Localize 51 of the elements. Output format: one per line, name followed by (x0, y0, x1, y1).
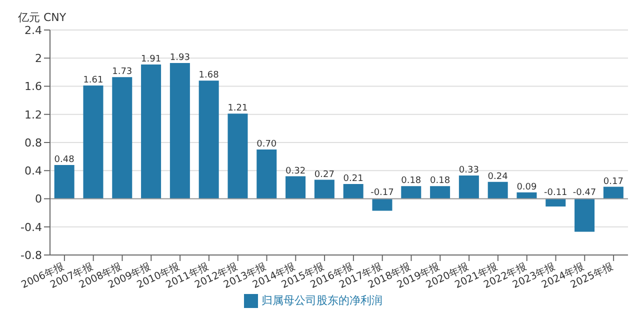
y-tick-label: 2.4 (24, 24, 42, 37)
y-tick-label: 0 (35, 192, 42, 206)
bar (430, 186, 450, 199)
bar (546, 198, 566, 206)
data-label: 0.18 (430, 176, 450, 186)
y-tick-label: 1.2 (24, 108, 42, 122)
bar (83, 86, 104, 199)
bar (401, 186, 422, 199)
bar (256, 150, 277, 199)
bar (228, 114, 248, 199)
data-label: -0.17 (370, 188, 394, 198)
legend-label: 归属母公司股东的净利润 (262, 294, 382, 307)
y-tick-label: -0.8 (20, 248, 42, 262)
bar (516, 192, 537, 199)
bar (488, 182, 508, 199)
data-label: 0.27 (314, 170, 334, 180)
data-label: 0.09 (516, 182, 538, 192)
data-label: 0.48 (54, 155, 75, 165)
data-label: 1.91 (141, 54, 162, 64)
bar (372, 198, 392, 211)
bar (603, 186, 624, 199)
data-label: 1.73 (112, 67, 132, 78)
data-label: 0.33 (458, 166, 479, 176)
data-label: 1.68 (198, 70, 220, 81)
data-label: 0.24 (488, 172, 508, 182)
bar (574, 198, 595, 232)
y-tick-label: -0.4 (20, 220, 42, 234)
y-axis-title: 亿元 CNY (18, 10, 66, 25)
data-label: -0.47 (572, 188, 596, 198)
bar (54, 165, 74, 199)
data-label: 0.32 (286, 166, 306, 176)
data-label: 0.70 (256, 140, 277, 150)
data-label: 1.21 (228, 104, 248, 114)
bar (343, 184, 364, 199)
bar (458, 176, 479, 199)
bar (112, 77, 132, 199)
bar (170, 63, 190, 199)
data-label: 0.18 (401, 176, 422, 186)
bar (286, 176, 306, 199)
data-label: 1.61 (83, 76, 104, 86)
data-label: -0.11 (544, 188, 568, 198)
data-label: 0.17 (603, 176, 624, 187)
bar (141, 64, 162, 199)
data-label: 1.93 (170, 53, 190, 64)
bar (198, 80, 219, 199)
y-tick-label: 1.6 (24, 80, 42, 94)
data-label: 0.21 (343, 174, 364, 184)
y-tick-label: 0.8 (24, 136, 42, 150)
y-tick-label: 0.4 (24, 164, 42, 178)
y-tick-label: 2 (35, 52, 42, 66)
bar (314, 180, 334, 199)
